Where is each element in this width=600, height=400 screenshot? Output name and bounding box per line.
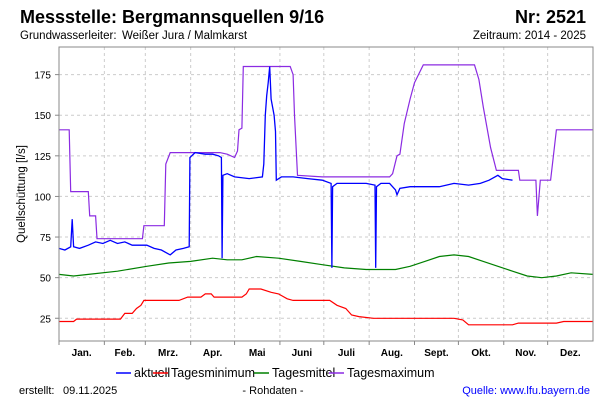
- y-tick-label: 150: [34, 111, 51, 122]
- x-tick-label: Juni: [292, 348, 313, 359]
- x-tick-label: Jan.: [72, 348, 92, 359]
- x-tick-label: Dez.: [560, 348, 581, 359]
- series-line-aktuell: [58, 66, 513, 268]
- created-label: erstellt:: [19, 385, 54, 397]
- y-tick-label: 25: [40, 314, 52, 325]
- series-line-tagesmaximum: [59, 64, 593, 240]
- y-tick-label: 50: [40, 274, 52, 285]
- x-tick-label: Mrz.: [158, 348, 178, 359]
- y-tick-label: 125: [34, 152, 51, 163]
- x-tick-label: Nov.: [515, 348, 536, 359]
- y-tick-label: 75: [40, 233, 52, 244]
- x-tick-label: Okt.: [471, 348, 491, 359]
- legend: aktuell Tagesminimum Tagesmittel Tagesma…: [116, 366, 435, 380]
- legend-label-tagesminimum: Tagesminimum: [171, 366, 255, 380]
- x-tick-label: Aug.: [381, 348, 403, 359]
- y-axis: 25 50 75 100 125 150 175: [34, 71, 59, 325]
- y-tick-label: 100: [34, 192, 51, 203]
- y-axis-label: Quellschüttung [l/s]: [16, 145, 28, 243]
- aquifer-label: Grundwasserleiter:: [20, 30, 117, 42]
- grid: [59, 47, 593, 341]
- created-date: 09.11.2025: [63, 385, 117, 397]
- x-tick-label: Feb.: [115, 348, 136, 359]
- plot-frame: [58, 46, 594, 342]
- rawdata-note: - Rohdaten -: [242, 385, 303, 397]
- chart-title: Messstelle: Bergmannsquellen 9/16: [20, 7, 324, 27]
- series-group: [58, 64, 594, 326]
- series-line-tagesmittel: [58, 254, 594, 279]
- aquifer-value: Weißer Jura / Malmkarst: [122, 30, 248, 42]
- period: Zeitraum: 2014 - 2025: [473, 30, 586, 42]
- x-axis: Jan. Feb. Mrz. Apr. Mai Juni Juli Aug. Sept. Okt.…: [58, 341, 581, 359]
- x-tick-label: Apr.: [203, 348, 223, 359]
- x-tick-label: Juli: [338, 348, 355, 359]
- source-link[interactable]: Quelle: www.lfu.bayern.de: [462, 385, 590, 397]
- series-line-tagesminimum: [59, 288, 593, 326]
- y-tick-label: 175: [34, 71, 51, 82]
- station-number: Nr: 2521: [515, 7, 586, 27]
- legend-label-tagesmaximum: Tagesmaximum: [347, 366, 435, 380]
- x-tick-label: Sept.: [424, 348, 449, 359]
- legend-label-tagesmittel: Tagesmittel: [272, 366, 335, 380]
- legend-label-aktuell: aktuell: [134, 366, 170, 380]
- x-tick-label: Mai: [249, 348, 266, 359]
